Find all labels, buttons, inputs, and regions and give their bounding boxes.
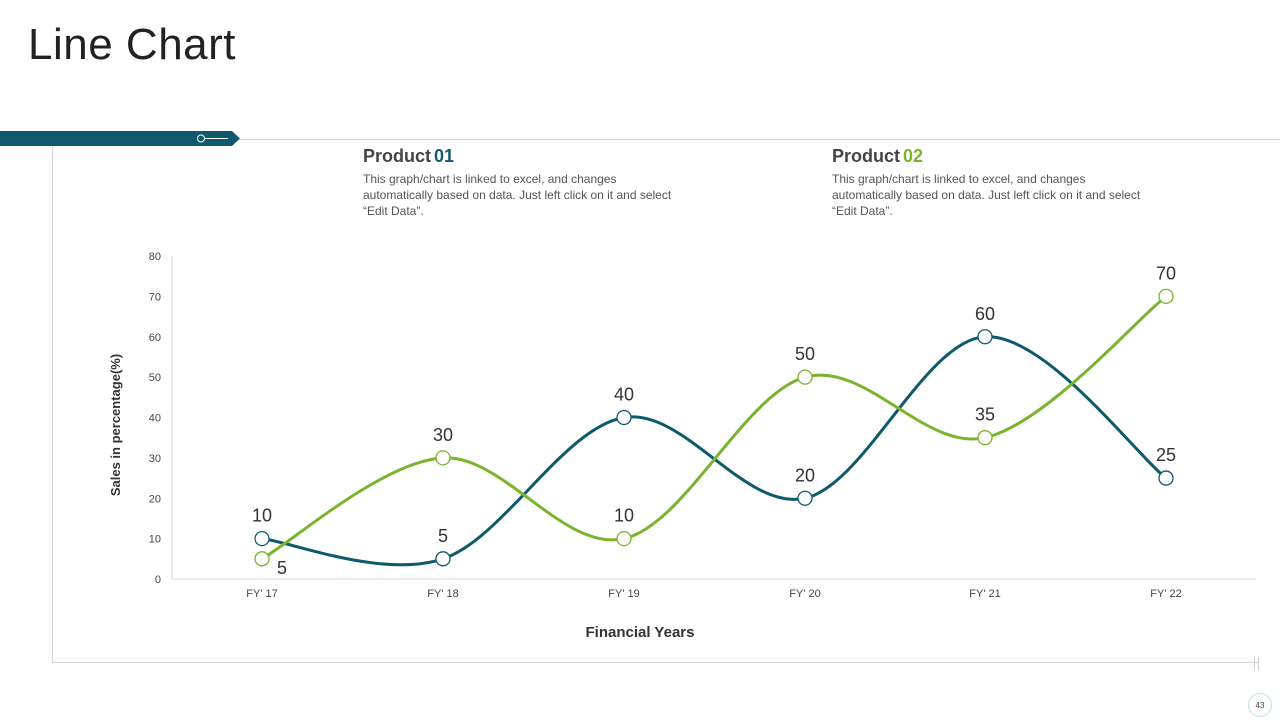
- frame-left-border: [52, 146, 53, 663]
- x-tick-label: FY' 20: [789, 588, 820, 600]
- y-tick-label: 0: [155, 574, 161, 586]
- series-line-1: [260, 335, 1168, 567]
- data-point: [977, 329, 993, 345]
- legend-product-02: Product 02 This graph/chart is linked to …: [832, 146, 1152, 219]
- data-label: 35: [975, 405, 995, 425]
- page-title: Line Chart: [28, 20, 237, 69]
- data-label: 5: [438, 526, 448, 546]
- legend-number: 01: [434, 146, 455, 166]
- data-point: [254, 551, 270, 567]
- y-tick-label: 80: [149, 251, 161, 263]
- x-tick-label: FY' 19: [608, 588, 639, 600]
- x-tick-label: FY' 21: [969, 588, 1000, 600]
- legend-label: Product: [832, 146, 901, 166]
- data-label: 10: [614, 506, 634, 526]
- frame-bottom-border: [52, 662, 1258, 663]
- data-label: 10: [252, 506, 272, 526]
- x-tick-label: FY' 17: [246, 588, 277, 600]
- data-label: 20: [795, 465, 815, 485]
- y-tick-label: 40: [149, 413, 161, 425]
- y-tick-label: 50: [149, 372, 161, 384]
- legend-product-01: Product 01 This graph/chart is linked to …: [363, 146, 683, 219]
- data-label: 25: [1156, 445, 1176, 465]
- legend-label: Product: [363, 146, 432, 166]
- data-label: 70: [1156, 263, 1176, 283]
- y-axis-title: Sales in percentage(%): [108, 354, 123, 496]
- data-label: 60: [975, 304, 995, 324]
- y-tick-label: 10: [149, 534, 161, 546]
- legend-heading-product-01: Product 01: [363, 146, 683, 167]
- data-label: 30: [433, 425, 453, 445]
- y-tick-label: 70: [149, 291, 161, 303]
- data-point: [435, 450, 451, 466]
- frame-end-mark: [1258, 657, 1259, 670]
- data-point: [977, 430, 993, 446]
- data-label: 40: [614, 385, 634, 405]
- x-axis-title: Financial Years: [586, 624, 695, 641]
- legend-number: 02: [903, 146, 924, 166]
- y-tick-label: 60: [149, 332, 161, 344]
- title-banner: [0, 131, 240, 146]
- data-point: [254, 530, 270, 547]
- data-point: [1158, 288, 1174, 305]
- header-divider: [240, 139, 1280, 140]
- x-tick-label: FY' 22: [1150, 588, 1181, 600]
- legend-heading-product-02: Product 02: [832, 146, 1152, 167]
- data-point: [797, 369, 813, 385]
- data-point: [616, 409, 632, 426]
- frame-end-mark: [1254, 657, 1255, 670]
- x-tick-label: FY' 18: [427, 588, 458, 600]
- data-point: [1158, 470, 1174, 486]
- y-tick-label: 20: [149, 493, 161, 505]
- page-number-badge: 43: [1248, 693, 1272, 717]
- legend-description: This graph/chart is linked to excel, and…: [832, 172, 1141, 218]
- y-tick-label: 30: [149, 453, 161, 465]
- data-label: 50: [795, 344, 815, 364]
- data-label: 5: [277, 558, 287, 578]
- data-point: [435, 551, 451, 567]
- series-line-2: [260, 294, 1168, 561]
- data-point: [797, 490, 813, 506]
- legend-description: This graph/chart is linked to excel, and…: [363, 172, 672, 218]
- data-point: [616, 530, 632, 547]
